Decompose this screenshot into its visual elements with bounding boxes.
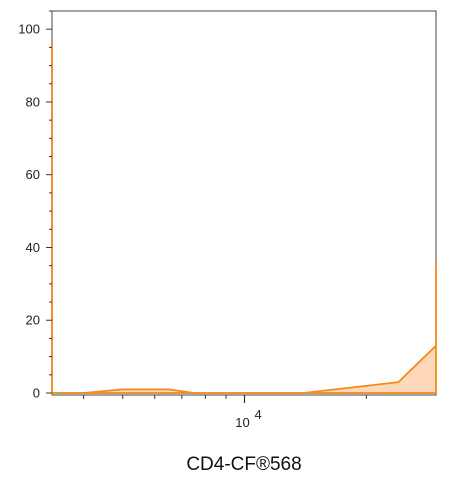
axis-layer: 0204060801000104105106107 bbox=[18, 10, 367, 430]
histogram-series-2 bbox=[51, 43, 437, 394]
x-tick-exponent: 4 bbox=[255, 407, 262, 422]
y-tick-label: 40 bbox=[26, 240, 40, 255]
x-tick-label: 10 bbox=[235, 415, 249, 430]
y-tick-label: 100 bbox=[18, 22, 40, 37]
y-tick-label: 0 bbox=[33, 386, 40, 401]
y-tick-label: 80 bbox=[26, 95, 40, 110]
plot-frame bbox=[51, 10, 437, 396]
y-tick-label: 20 bbox=[26, 313, 40, 328]
x-axis-title: CD4-CF®568 bbox=[186, 454, 301, 475]
y-tick-label: 60 bbox=[26, 167, 40, 182]
